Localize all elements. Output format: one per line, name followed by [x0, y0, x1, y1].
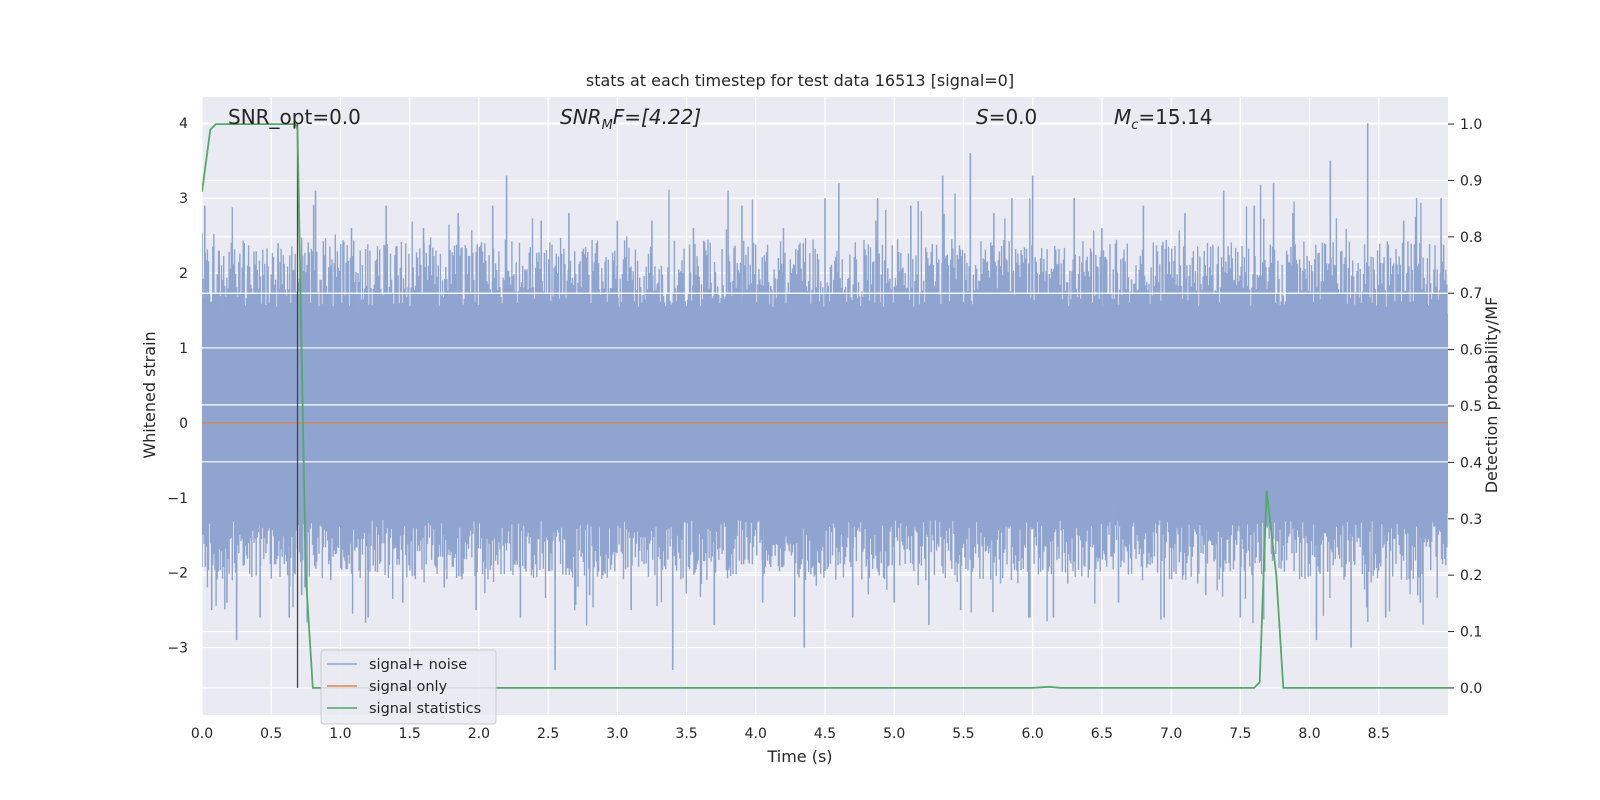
y-tick-label: 2: [179, 266, 188, 282]
x-tick-label: 6.5: [1091, 726, 1113, 742]
x-axis-ticks: 0.0 0.5 1.0 1.5 2.0 2.5 3.0 3.5 4.0 4.5 5.0 5.5 6.0 6…: [191, 726, 1390, 742]
x-axis-label: Time (s): [766, 747, 832, 766]
x-tick-label: 6.0: [1022, 726, 1044, 742]
y-tick-label: 1: [179, 341, 188, 357]
y-axis-right-label: Detection probability/MF: [1482, 297, 1501, 494]
y-tick-label: 0: [179, 416, 188, 432]
series-signal-statistics: [202, 123, 1448, 689]
annotation-mc-sub: c: [1131, 118, 1138, 133]
y-right-tick-label: 0.9: [1460, 173, 1482, 189]
x-tick-label: 4.0: [745, 726, 767, 742]
y-right-tick-label: 0.8: [1460, 230, 1482, 246]
annotation-snr-opt: SNR_opt=0.0: [228, 105, 361, 129]
x-tick-label: 0.5: [260, 726, 282, 742]
y-axis-label: Whitened strain: [140, 331, 159, 458]
annotation-mc-main: M: [1114, 105, 1131, 129]
y-right-tick-label: 0.2: [1460, 568, 1482, 584]
x-tick-label: 3.0: [606, 726, 628, 742]
x-tick-label: 7.0: [1160, 726, 1182, 742]
legend-label-signal-statistics: signal statistics: [369, 701, 481, 717]
y-tick-label: −3: [167, 641, 188, 657]
y-axis-ticks: −3 −2 −1 0 1 2 3 4: [167, 116, 188, 656]
y-right-tick-label: 1.0: [1460, 117, 1482, 133]
y-right-tick-label: 0.7: [1460, 286, 1482, 302]
annotation-snr-mf-sub: M: [602, 118, 613, 133]
y-tick-label: −1: [167, 491, 188, 507]
annotation-s: S=0.0: [976, 105, 1037, 129]
y-right-tick-label: 0.0: [1460, 681, 1482, 697]
legend-label-signal-plus-noise: signal+ noise: [369, 657, 467, 673]
x-tick-label: 2.5: [537, 726, 559, 742]
noise-core-band: [202, 314, 1448, 513]
x-tick-label: 1.5: [399, 726, 421, 742]
x-tick-label: 0.0: [191, 726, 213, 742]
x-tick-label: 5.5: [952, 726, 974, 742]
x-tick-label: 8.0: [1298, 726, 1320, 742]
x-tick-label: 5.0: [883, 726, 905, 742]
x-tick-label: 4.5: [814, 726, 836, 742]
x-tick-label: 2.0: [468, 726, 490, 742]
annotation-snr-mf-main: SNR: [560, 105, 602, 129]
x-tick-label: 3.5: [675, 726, 697, 742]
y-right-tick-label: 0.1: [1460, 625, 1482, 641]
legend: signal+ noise signal only signal statist…: [320, 649, 497, 725]
annotation-snr-mf-rest: F=[4.22]: [613, 105, 701, 129]
y-tick-label: −2: [167, 566, 188, 582]
y-tick-label: 3: [179, 191, 188, 207]
y-right-tick-label: 0.5: [1460, 399, 1482, 415]
legend-label-signal-only: signal only: [369, 679, 448, 695]
y-right-tick-label: 0.6: [1460, 343, 1482, 359]
annotation-snr-mf: SNRMF=[4.22]: [560, 105, 701, 133]
annotation-s-var: S: [976, 105, 989, 129]
y-tick-label: 4: [179, 116, 188, 132]
annotation-s-rest: =0.0: [989, 105, 1038, 129]
x-tick-label: 8.5: [1368, 726, 1390, 742]
annotation-mc-rest: =15.14: [1138, 105, 1212, 129]
y-right-tick-label: 0.3: [1460, 512, 1482, 528]
y-right-tick-label: 0.4: [1460, 455, 1482, 471]
legend-box: [320, 649, 497, 725]
x-tick-label: 1.0: [329, 726, 351, 742]
series-signal-plus-noise: [202, 123, 1448, 671]
x-tick-label: 7.5: [1229, 726, 1251, 742]
y-axis-right-ticks: 0.0 0.1 0.2 0.3 0.4 0.5 0.6 0.7 0.8 0.9 1.0: [1448, 117, 1482, 697]
chart-title: stats at each timestep for test data 165…: [586, 71, 1014, 90]
annotation-mc: Mc=15.14: [1114, 105, 1212, 133]
